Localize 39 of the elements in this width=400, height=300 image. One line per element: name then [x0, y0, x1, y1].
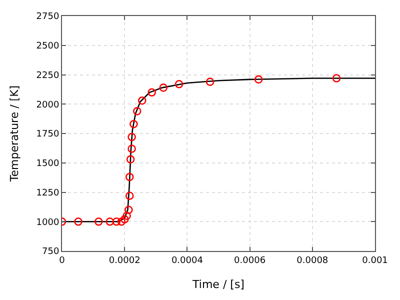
point [74, 217, 82, 226]
point [128, 132, 136, 142]
point [206, 78, 214, 86]
point [120, 215, 129, 224]
y-tick-label: 1750 [36, 130, 60, 140]
point [174, 80, 184, 88]
x-tick-label: 0.0008 [296, 256, 328, 266]
point [254, 75, 263, 84]
y-axis-title: Temperature / [K] [8, 85, 21, 183]
y-tick-label: 2750 [36, 12, 60, 22]
point [130, 120, 138, 128]
point [332, 74, 341, 82]
y-tick-label: 2000 [36, 100, 60, 110]
y-tick-label: 2500 [36, 42, 60, 52]
x-tick-label: 0 [59, 256, 66, 266]
x-axis-title: Time / [s] [192, 278, 244, 291]
point [124, 206, 133, 214]
point [112, 217, 121, 226]
point [128, 144, 136, 153]
y-tick-label: 1500 [36, 159, 60, 170]
point [94, 217, 103, 226]
point [106, 217, 114, 226]
y-tick-label: 2250 [36, 70, 60, 81]
point [117, 217, 126, 226]
point [159, 84, 168, 92]
point [148, 88, 156, 97]
point [126, 155, 135, 164]
point [125, 172, 134, 182]
point [125, 192, 134, 200]
y-tick-label: 1000 [36, 218, 60, 228]
x-tick-label: 0.0002 [108, 256, 140, 266]
y-tick-label: 1250 [36, 188, 60, 198]
y-tick-label: 750 [42, 247, 60, 258]
point [122, 212, 131, 220]
x-tick-label: 0.0004 [171, 256, 204, 266]
x-tick-label: 0.0006 [234, 256, 266, 266]
point [138, 96, 146, 105]
point [132, 107, 142, 116]
x-tick-label: 0.001 [362, 256, 388, 266]
